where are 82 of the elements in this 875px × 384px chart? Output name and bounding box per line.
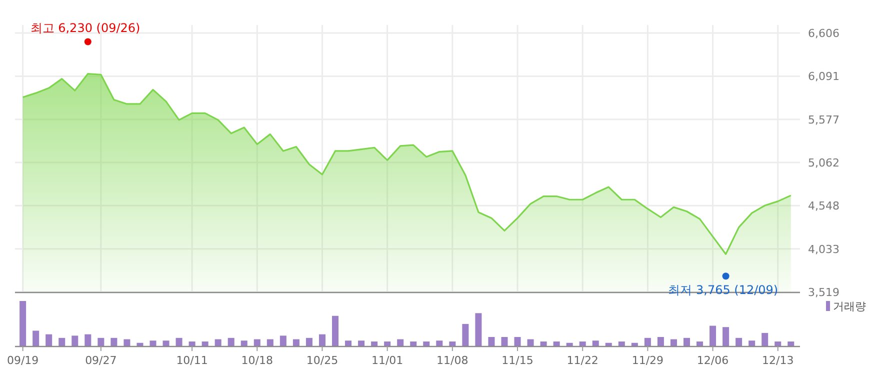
bar bbox=[501, 337, 508, 346]
y-tick-label: 3,519 bbox=[808, 286, 840, 299]
bar bbox=[774, 342, 782, 346]
x-tick-label: 11/01 bbox=[371, 354, 404, 367]
bar bbox=[410, 342, 417, 346]
x-tick-label: 11/29 bbox=[632, 354, 664, 367]
bar bbox=[384, 342, 391, 346]
x-tick-label: 11/08 bbox=[436, 354, 468, 367]
y-tick-label: 6,091 bbox=[808, 70, 840, 84]
bar bbox=[670, 339, 677, 346]
bar bbox=[618, 342, 625, 346]
bar bbox=[436, 340, 443, 346]
bar bbox=[605, 342, 612, 346]
y-tick-label: 4,548 bbox=[808, 200, 840, 213]
bar bbox=[58, 338, 66, 346]
x-tick-label: 10/11 bbox=[176, 354, 208, 367]
bar bbox=[136, 342, 144, 346]
x-tick-label: 09/27 bbox=[85, 354, 117, 367]
bar bbox=[345, 340, 352, 346]
x-tick-label: 10/25 bbox=[306, 354, 338, 367]
bar bbox=[644, 338, 651, 346]
bar bbox=[736, 338, 742, 346]
bar bbox=[762, 332, 768, 346]
y-tick-label: 4,033 bbox=[808, 242, 840, 256]
bar bbox=[98, 338, 104, 346]
bar bbox=[592, 340, 599, 346]
bar bbox=[306, 338, 312, 346]
y-tick-label: 5,577 bbox=[808, 113, 840, 126]
bar bbox=[150, 340, 156, 346]
bar bbox=[124, 339, 130, 346]
y-tick-label: 5,062 bbox=[808, 156, 840, 170]
x-tick-label: 10/18 bbox=[241, 354, 273, 367]
bar bbox=[214, 339, 222, 346]
bar bbox=[631, 342, 638, 346]
bar bbox=[266, 339, 274, 346]
bar bbox=[579, 342, 586, 346]
bar bbox=[423, 342, 430, 346]
bar bbox=[540, 342, 547, 346]
bar bbox=[710, 326, 716, 346]
bar bbox=[254, 339, 260, 346]
bar bbox=[32, 330, 40, 346]
x-tick-label: 11/15 bbox=[502, 354, 534, 367]
bar bbox=[683, 338, 690, 346]
bar bbox=[46, 334, 52, 346]
bar bbox=[566, 342, 573, 346]
bar bbox=[332, 316, 339, 346]
bar bbox=[292, 339, 300, 346]
bar bbox=[748, 340, 756, 346]
x-tick-label: 12/06 bbox=[696, 354, 729, 367]
bar bbox=[228, 338, 234, 346]
bar bbox=[788, 342, 794, 346]
bar bbox=[488, 337, 495, 346]
bar bbox=[72, 336, 78, 346]
annotation: 최고 6,230 (09/26) bbox=[30, 20, 140, 35]
bar bbox=[514, 337, 521, 346]
annotation: 최저 3,765 (12/09) bbox=[668, 283, 778, 298]
y-tick-label: 6,606 bbox=[808, 27, 840, 40]
x-tick-label: 11/22 bbox=[566, 354, 598, 367]
x-tick-label: 09/19 bbox=[6, 354, 39, 367]
bar bbox=[449, 342, 456, 346]
bar bbox=[280, 336, 286, 346]
bar bbox=[462, 324, 469, 346]
bar bbox=[20, 301, 26, 346]
bar bbox=[84, 334, 92, 346]
legend-label: 거래량 bbox=[833, 300, 866, 313]
bar bbox=[657, 337, 664, 346]
bar bbox=[188, 342, 196, 346]
bar bbox=[162, 340, 170, 346]
bar bbox=[696, 342, 704, 346]
bar bbox=[527, 339, 534, 346]
bar bbox=[722, 327, 730, 346]
bar bbox=[475, 313, 482, 346]
bar bbox=[176, 338, 182, 346]
bar bbox=[397, 339, 404, 346]
bar bbox=[553, 342, 560, 346]
bar bbox=[318, 334, 326, 346]
bar bbox=[202, 342, 208, 346]
bar bbox=[240, 340, 248, 346]
x-tick-label: 12/13 bbox=[762, 354, 794, 367]
bar bbox=[371, 342, 378, 346]
bar bbox=[110, 338, 118, 346]
bar bbox=[358, 340, 365, 346]
